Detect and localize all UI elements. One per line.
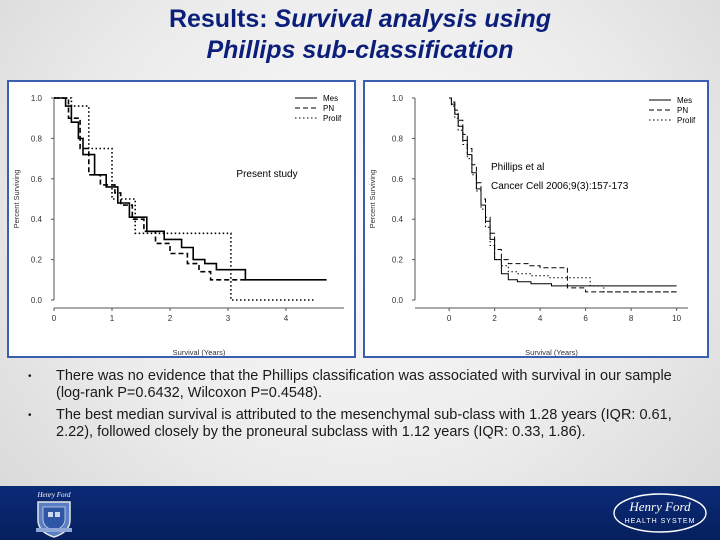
y-tick-label: 0.0 xyxy=(392,296,404,305)
y-tick-label: 1.0 xyxy=(31,94,43,103)
y-tick-label: 0.0 xyxy=(31,296,43,305)
chart-annotation: Cancer Cell 2006;9(3):157-173 xyxy=(491,181,629,192)
y-axis-title: Percent Surviving xyxy=(12,170,21,229)
survival-curve-pn xyxy=(54,97,246,281)
legend-label: PN xyxy=(677,106,688,115)
y-tick-label: 0.8 xyxy=(392,134,404,143)
title-plain-text: Results: xyxy=(168,5,275,33)
y-tick-label: 1.0 xyxy=(392,94,404,103)
y-tick-label: 0.2 xyxy=(392,256,404,265)
crest-logo-text: Henry Ford xyxy=(37,491,71,499)
x-tick-label: 0 xyxy=(52,314,57,323)
bullet-text: There was no evidence that the Phillips … xyxy=(56,368,672,401)
legend-label: Mes xyxy=(323,94,338,103)
x-tick-label: 2 xyxy=(492,314,497,323)
bullet-dot-icon: • xyxy=(28,410,32,421)
legend-label: Prolif xyxy=(323,114,342,123)
x-axis-title: Survival (Years) xyxy=(525,348,578,356)
footer-bar: Henry Ford Henry Ford HEALTH SYSTEM xyxy=(0,486,720,540)
legend-label: PN xyxy=(323,104,334,113)
y-tick-label: 0.2 xyxy=(31,256,43,265)
health-system-logo-icon: Henry Ford HEALTH SYSTEM xyxy=(613,493,707,533)
bullet-item: • The best median survival is attributed… xyxy=(28,407,688,441)
survival-curve-pn xyxy=(449,97,677,293)
bullet-item: • There was no evidence that the Phillip… xyxy=(28,368,688,402)
x-axis-title: Survival (Years) xyxy=(173,348,226,356)
chart-present-study-svg: 0.0 0.2 0.4 0.6 0.8 1.0 0 1 2 3 4 Survival (Years) P… xyxy=(12,94,344,356)
x-tick-label: 4 xyxy=(538,314,543,323)
logo-subtitle-text: HEALTH SYSTEM xyxy=(625,518,696,525)
x-tick-label: 1 xyxy=(110,314,115,323)
legend-label: Prolif xyxy=(677,116,696,125)
survival-curve-prolif xyxy=(54,97,315,301)
chart-present-study: 0.0 0.2 0.4 0.6 0.8 1.0 0 1 2 3 4 Survival (Years) P… xyxy=(7,80,356,358)
y-tick-label: 0.8 xyxy=(31,134,43,143)
logo-name-text: Henry Ford xyxy=(628,499,691,514)
bullet-dot-icon: • xyxy=(28,371,32,382)
crest-logo-icon: Henry Ford xyxy=(36,491,72,538)
x-tick-label: 8 xyxy=(629,314,634,323)
title-italic-text: Survival analysis using xyxy=(274,5,552,33)
x-tick-label: 3 xyxy=(226,314,231,323)
x-tick-label: 6 xyxy=(583,314,588,323)
chart-annotation: Phillips et al xyxy=(491,162,544,173)
chart-phillips: 0.0 0.2 0.4 0.6 0.8 1.0 0 2 4 6 8 10 Survival (Years… xyxy=(363,80,709,358)
y-tick-label: 0.4 xyxy=(31,215,43,224)
x-tick-label: 4 xyxy=(284,314,289,323)
y-tick-label: 0.6 xyxy=(392,175,404,184)
survival-curve-prolif xyxy=(449,97,677,293)
bullet-text: The best median survival is attributed t… xyxy=(56,407,672,440)
x-tick-label: 10 xyxy=(672,314,681,323)
y-axis-title: Percent Surviving xyxy=(368,170,377,229)
y-tick-label: 0.6 xyxy=(31,175,43,184)
legend-label: Mes xyxy=(677,96,692,105)
title-line-2: Phillips sub-classification xyxy=(206,36,514,64)
survival-curve-mes xyxy=(54,97,327,281)
chart-phillips-svg: 0.0 0.2 0.4 0.6 0.8 1.0 0 2 4 6 8 10 Survival (Years… xyxy=(368,94,696,356)
y-tick-label: 0.4 xyxy=(392,215,404,224)
title-line-1: Results: Survival analysis using xyxy=(0,4,720,35)
x-tick-label: 0 xyxy=(447,314,452,323)
chart-annotation: Present study xyxy=(236,169,297,180)
bullet-list: • There was no evidence that the Phillip… xyxy=(28,368,688,446)
slide-title: Results: Survival analysis using Phillip… xyxy=(0,4,720,66)
x-tick-label: 2 xyxy=(168,314,173,323)
